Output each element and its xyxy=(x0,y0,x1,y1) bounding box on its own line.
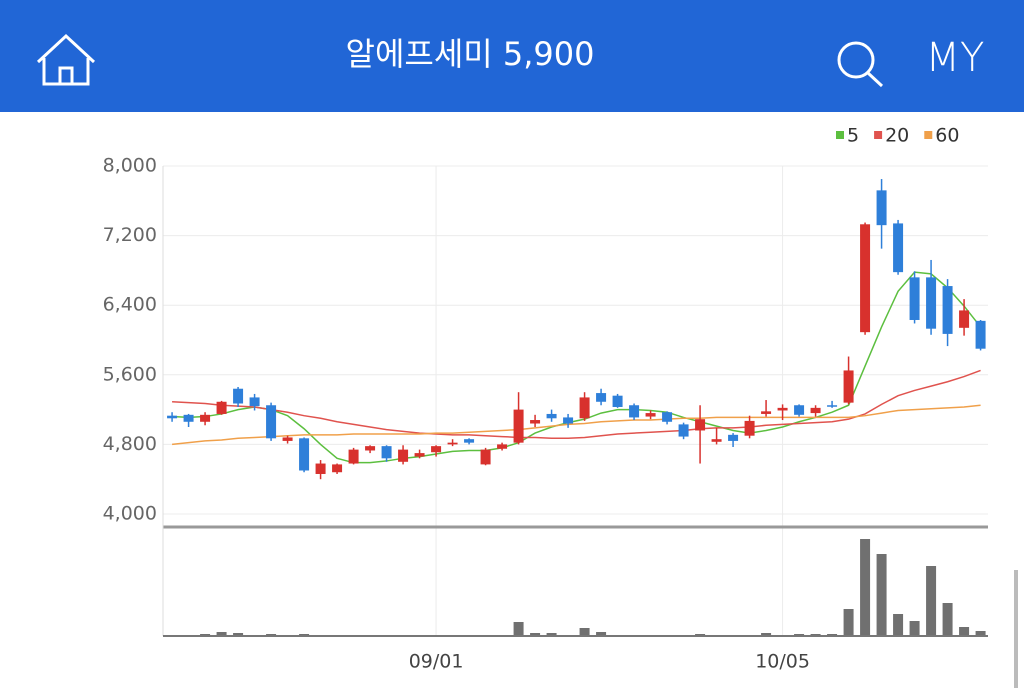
legend-swatch xyxy=(874,131,883,139)
volume-bar xyxy=(893,614,904,636)
candle-body xyxy=(876,190,887,226)
volume-bar xyxy=(546,633,557,636)
candle-body xyxy=(711,439,722,442)
candle-body xyxy=(728,434,739,441)
candle-body xyxy=(909,277,920,320)
candle-body xyxy=(497,444,508,449)
candle-body xyxy=(249,397,260,407)
candle-body xyxy=(893,223,904,273)
ma-line xyxy=(172,369,981,440)
volume-bar xyxy=(876,554,887,636)
candle-body xyxy=(942,286,953,334)
candle-body xyxy=(761,411,772,414)
candle-body xyxy=(777,407,788,411)
candle-body xyxy=(431,446,442,453)
search-icon[interactable] xyxy=(837,41,884,88)
volume-bar xyxy=(530,633,541,636)
candle-body xyxy=(579,397,590,419)
y-tick-label: 8,000 xyxy=(103,155,157,177)
candle-body xyxy=(233,388,244,404)
volume-bar xyxy=(909,621,920,636)
candle-body xyxy=(480,449,491,465)
candle-body xyxy=(612,395,623,407)
candle-body xyxy=(827,405,838,407)
candle-body xyxy=(282,437,293,441)
search-circle xyxy=(837,41,875,79)
volume-bar xyxy=(579,628,590,636)
volume-bar xyxy=(843,609,854,636)
candle-body xyxy=(645,413,656,417)
ma-line xyxy=(172,271,982,464)
candle-body xyxy=(464,439,475,443)
candle-body xyxy=(216,401,227,414)
candle-body xyxy=(695,419,706,431)
candle-body xyxy=(414,453,425,457)
candle-body xyxy=(167,415,178,419)
volume-bar xyxy=(233,633,244,636)
candle-body xyxy=(530,420,541,424)
candle-body xyxy=(183,414,194,422)
chart: 4,000 4,800 5,600 6,400 7,200 8,000 09/01 10/05… xyxy=(103,125,988,673)
candle-body xyxy=(975,320,986,349)
candle-body xyxy=(744,420,755,436)
candle-body xyxy=(926,277,937,329)
candle-body xyxy=(678,424,689,437)
my-button[interactable]: MY xyxy=(926,35,985,81)
candle-body xyxy=(843,370,854,403)
candle-body xyxy=(299,438,310,471)
home-icon[interactable] xyxy=(36,33,96,86)
scrollbar xyxy=(1014,570,1018,688)
y-tick-label: 6,400 xyxy=(103,294,157,316)
candle-body xyxy=(266,405,277,439)
candle-body xyxy=(810,407,821,414)
candle-body xyxy=(200,414,211,422)
volume-bar xyxy=(596,632,607,636)
candle-body xyxy=(315,463,326,474)
candle-body xyxy=(381,446,392,459)
volume-bar xyxy=(761,633,772,636)
x-tick-label: 09/01 xyxy=(409,651,464,673)
candle-body xyxy=(860,224,871,333)
ma-line xyxy=(171,404,981,446)
candle-body xyxy=(365,446,376,451)
candle-body xyxy=(794,405,805,415)
candle-body xyxy=(563,417,574,424)
header-title: 알에프세미 5,900 xyxy=(346,35,595,73)
candle-body xyxy=(348,449,359,464)
volume-bar xyxy=(942,603,953,636)
volume-bar xyxy=(959,627,970,636)
candle-body xyxy=(596,393,607,402)
candle-body xyxy=(546,413,557,419)
legend-label: 5 xyxy=(847,125,859,147)
volume-bar xyxy=(513,622,524,636)
candle-body xyxy=(398,449,409,462)
volume-bar xyxy=(860,539,871,636)
volume-bar xyxy=(926,566,937,636)
search-handle xyxy=(866,71,884,88)
candle-body xyxy=(959,310,970,328)
candle-body xyxy=(513,409,524,443)
header-bar xyxy=(0,0,1024,112)
candle-body xyxy=(662,412,673,422)
volume-bar xyxy=(216,632,227,636)
volume-bar xyxy=(975,631,986,636)
legend-swatch xyxy=(924,131,933,139)
home-shape xyxy=(36,33,96,86)
legend-label: 20 xyxy=(885,125,909,147)
candle-body xyxy=(629,405,640,418)
candle-body xyxy=(332,464,343,473)
legend-label: 60 xyxy=(935,125,959,147)
y-tick-label: 5,600 xyxy=(103,363,157,385)
y-tick-label: 7,200 xyxy=(103,224,157,246)
legend-swatch xyxy=(836,131,844,139)
candle-body xyxy=(447,442,458,445)
y-tick-label: 4,000 xyxy=(103,503,157,525)
y-tick-label: 4,800 xyxy=(103,433,157,455)
x-tick-label: 10/05 xyxy=(755,651,810,673)
